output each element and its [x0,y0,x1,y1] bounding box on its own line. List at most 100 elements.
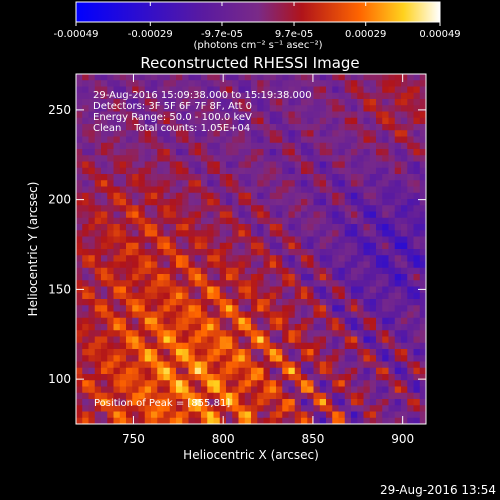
heatmap-cell [276,186,283,194]
heatmap-cell [182,267,189,275]
heatmap-cell [276,149,283,156]
heatmap-cell [101,355,108,362]
heatmap-cell [138,211,146,219]
heatmap-cell [82,336,89,344]
heatmap-cell [319,317,327,325]
heatmap-cell [288,167,296,175]
heatmap-cell [113,211,121,219]
heatmap-cell [376,299,383,306]
heatmap-cell [76,317,83,325]
heatmap-cell [288,217,296,225]
heatmap-cell [357,192,364,200]
heatmap-cell [288,180,296,187]
heatmap-cell [88,330,96,337]
heatmap-cell [194,167,202,175]
heatmap-cell [176,392,183,400]
heatmap-cell [382,192,389,200]
heatmap-cell [419,174,426,181]
heatmap-cell [288,224,296,231]
heatmap-cell [126,230,133,237]
heatmap-cell [413,236,421,244]
heatmap-cell [213,305,221,312]
heatmap-cell [94,355,102,362]
heatmap-cell [369,99,377,106]
heatmap-cell [232,149,239,156]
heatmap-cell [288,355,296,362]
heatmap-cell [176,261,183,269]
heatmap-cell [357,399,364,406]
heatmap-cell [238,155,246,162]
heatmap-cell [82,124,89,131]
heatmap-cell [407,305,414,312]
heatmap-cell [401,286,408,294]
heatmap-cell [188,349,196,356]
heatmap-cell [332,267,339,275]
heatmap-cell [107,92,114,100]
heatmap-cell [369,192,377,200]
heatmap-cell [76,161,83,169]
heatmap-cell [126,380,133,387]
heatmap-cell [376,217,383,225]
heatmap-cell [107,149,114,156]
heatmap-cell [344,224,352,231]
heatmap-cell [138,136,146,144]
heatmap-cell [188,336,196,344]
heatmap-cell [201,261,208,269]
heatmap-cell [138,74,146,81]
heatmap-cell [326,130,333,137]
heatmap-cell [332,192,339,200]
heatmap-cell [357,236,364,244]
heatmap-cell [82,405,89,412]
heatmap-cell [413,80,421,87]
heatmap-cell [401,224,408,231]
heatmap-cell [263,305,271,312]
heatmap-cell [138,236,146,244]
heatmap-cell [101,267,108,275]
heatmap-cell [194,205,202,212]
heatmap-cell [388,242,396,250]
heatmap-cell [101,117,108,125]
heatmap-cell [94,117,102,125]
heatmap-cell [238,280,246,287]
heatmap-cell [244,167,252,175]
heatmap-cell [138,80,146,87]
heatmap-cell [132,311,139,319]
heatmap-cell [288,267,296,275]
heatmap-cell [101,217,108,225]
heatmap-cell [369,317,377,325]
heatmap-cell [319,124,327,131]
heatmap-cell [132,217,139,225]
heatmap-cell [151,255,158,262]
heatmap-cell [101,174,108,181]
heatmap-cell [76,167,83,175]
heatmap-cell [82,74,89,81]
heatmap-cell [238,417,246,424]
heatmap-cell [294,299,302,306]
heatmap-cell [319,186,327,194]
heatmap-cell [244,305,252,312]
heatmap-cell [138,261,146,269]
heatmap-cell [394,355,402,362]
heatmap-cell [332,355,339,362]
heatmap-cell [357,274,364,281]
heatmap-cell [294,117,302,125]
heatmap-cell [282,305,289,312]
heatmap-cell [344,305,352,312]
heatmap-cell [188,136,196,144]
heatmap-cell [413,99,421,106]
heatmap-cell [276,374,283,381]
heatmap-cell [407,367,414,375]
heatmap-cell [101,199,108,206]
heatmap-cell [244,199,252,206]
heatmap-cell [219,342,227,350]
heatmap-cell [144,336,152,344]
heatmap-cell [257,174,264,181]
heatmap-cell [282,286,289,294]
heatmap-cell [407,205,414,212]
heatmap-cell [257,280,264,287]
heatmap-cell [232,411,239,419]
heatmap-cell [257,80,264,87]
heatmap-cell [313,399,321,406]
heatmap-cell [188,74,196,81]
